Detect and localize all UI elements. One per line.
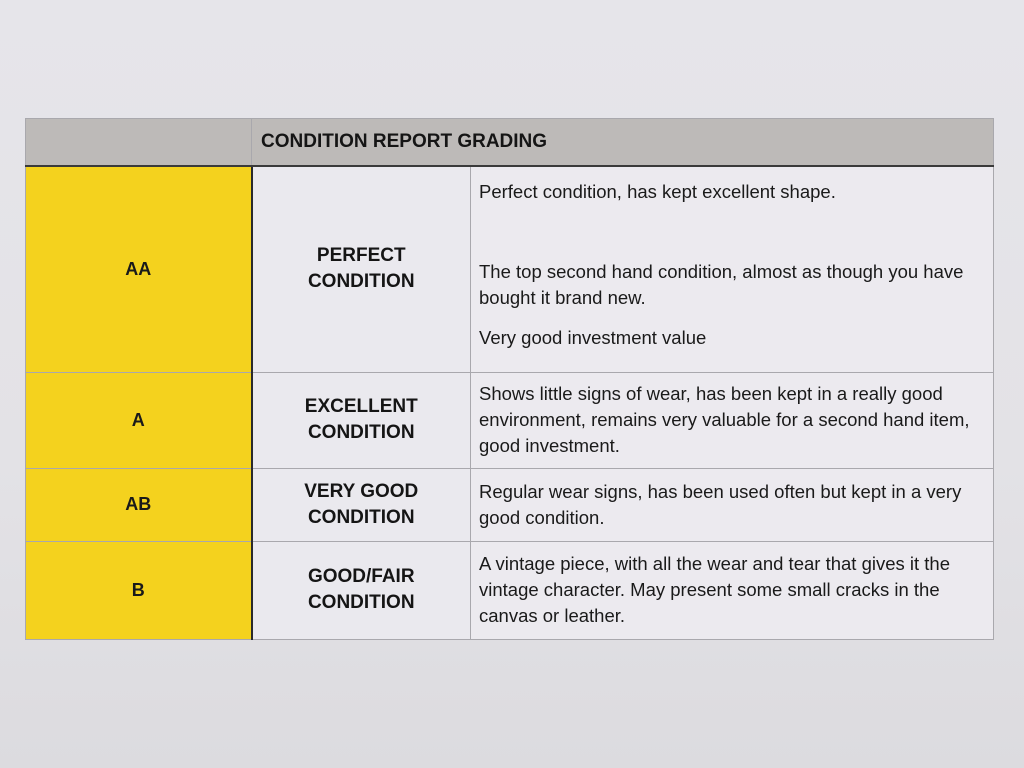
grade-cell: AB	[25, 467, 253, 542]
description-cell: Shows little signs of wear, has been kep…	[470, 371, 994, 469]
grade-cell: B	[25, 540, 253, 640]
grade-cell: AA	[25, 165, 253, 373]
condition-cell: PERFECT CONDITION	[251, 165, 471, 373]
table-row: A EXCELLENT CONDITION Shows little signs …	[25, 371, 994, 469]
description-text: A vintage piece, with all the wear and t…	[479, 553, 951, 626]
description-text: Shows little signs of wear, has been kep…	[479, 383, 970, 456]
table-row: B GOOD/FAIR CONDITION A vintage piece, wi…	[25, 540, 994, 640]
table-title: CONDITION REPORT GRADING	[251, 118, 994, 167]
description-cell: A vintage piece, with all the wear and t…	[470, 540, 994, 640]
description-text: Very good investment value	[479, 327, 707, 348]
condition-line: CONDITION	[307, 592, 415, 613]
condition-line: CONDITION	[307, 422, 415, 443]
condition-cell: GOOD/FAIR CONDITION	[251, 540, 471, 640]
condition-line: PERFECT	[316, 245, 406, 267]
condition-cell: VERY GOOD CONDITION	[251, 467, 471, 542]
table-row: AB VERY GOOD CONDITION Regular wear signs…	[25, 467, 994, 542]
grade-cell: A	[25, 371, 253, 469]
description-text: The top second hand condition, almost as…	[479, 261, 964, 308]
condition-grading-table: CONDITION REPORT GRADING AA PERFECT CONDI…	[25, 118, 994, 640]
condition-line: CONDITION	[307, 271, 415, 293]
table-row: AA PERFECT CONDITION Perfect condition, h…	[25, 165, 994, 373]
condition-cell: EXCELLENT CONDITION	[251, 371, 471, 469]
condition-line: VERY GOOD	[304, 480, 419, 502]
condition-line: CONDITION	[307, 506, 415, 528]
description-cell: Regular wear signs, has been used often …	[470, 467, 994, 542]
condition-line: EXCELLENT	[304, 396, 418, 417]
description-text: Perfect condition, has kept excellent sh…	[479, 181, 836, 202]
header-empty-cell	[25, 118, 252, 167]
description-text: Regular wear signs, has been used often …	[479, 480, 962, 528]
condition-line: GOOD/FAIR	[307, 566, 415, 587]
header-row: CONDITION REPORT GRADING	[25, 118, 994, 167]
description-cell: Perfect condition, has kept excellent sh…	[470, 165, 994, 373]
